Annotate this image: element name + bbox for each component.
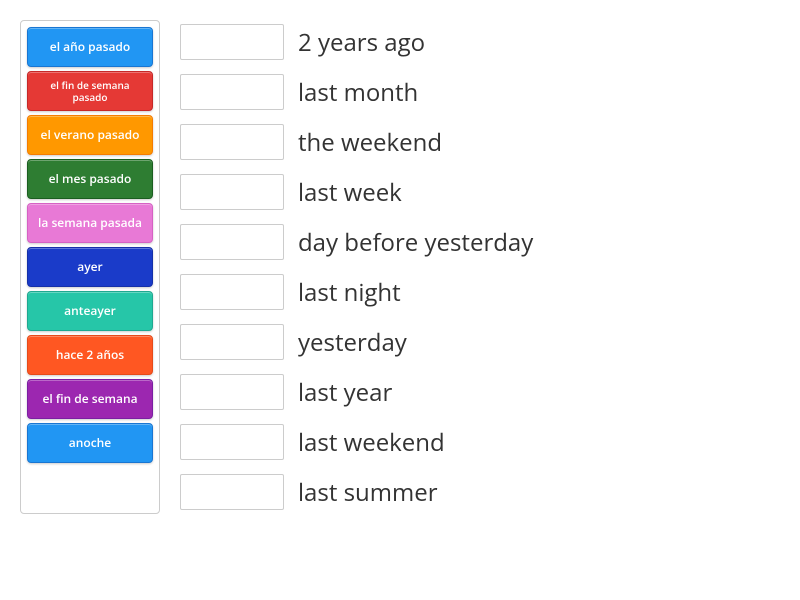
- drop-zone[interactable]: [180, 224, 284, 260]
- drop-zone[interactable]: [180, 124, 284, 160]
- match-row: yesterday: [180, 320, 533, 364]
- match-label: last night: [298, 276, 401, 309]
- matches-panel: 2 years ago last month the weekend last wee…: [180, 20, 533, 514]
- match-row: last night: [180, 270, 533, 314]
- match-label: last year: [298, 376, 392, 409]
- drop-zone[interactable]: [180, 424, 284, 460]
- match-row: the weekend: [180, 120, 533, 164]
- drop-zone[interactable]: [180, 474, 284, 510]
- drop-zone[interactable]: [180, 374, 284, 410]
- match-row: day before yesterday: [180, 220, 533, 264]
- match-row: last weekend: [180, 420, 533, 464]
- drop-zone[interactable]: [180, 174, 284, 210]
- drop-zone[interactable]: [180, 74, 284, 110]
- match-label: last summer: [298, 476, 438, 509]
- drop-zone[interactable]: [180, 274, 284, 310]
- match-label: last month: [298, 76, 418, 109]
- draggable-tile[interactable]: el fin de semana pasado: [27, 71, 153, 111]
- match-label: last weekend: [298, 426, 445, 459]
- draggable-tile[interactable]: ayer: [27, 247, 153, 287]
- draggable-tile[interactable]: anteayer: [27, 291, 153, 331]
- match-row: 2 years ago: [180, 20, 533, 64]
- match-label: last week: [298, 176, 402, 209]
- draggable-tile[interactable]: anoche: [27, 423, 153, 463]
- match-row: last summer: [180, 470, 533, 514]
- draggable-tile[interactable]: el verano pasado: [27, 115, 153, 155]
- draggable-tile[interactable]: la semana pasada: [27, 203, 153, 243]
- draggable-tile[interactable]: hace 2 años: [27, 335, 153, 375]
- match-row: last week: [180, 170, 533, 214]
- drop-zone[interactable]: [180, 24, 284, 60]
- draggable-tile[interactable]: el mes pasado: [27, 159, 153, 199]
- match-label: 2 years ago: [298, 26, 425, 59]
- match-label: yesterday: [298, 326, 407, 359]
- match-row: last year: [180, 370, 533, 414]
- drop-zone[interactable]: [180, 324, 284, 360]
- match-label: day before yesterday: [298, 226, 533, 259]
- match-row: last month: [180, 70, 533, 114]
- draggable-tile[interactable]: el año pasado: [27, 27, 153, 67]
- draggable-tile[interactable]: el fin de semana: [27, 379, 153, 419]
- tiles-panel: el año pasadoel fin de semana pasadoel v…: [20, 20, 160, 514]
- match-label: the weekend: [298, 126, 442, 159]
